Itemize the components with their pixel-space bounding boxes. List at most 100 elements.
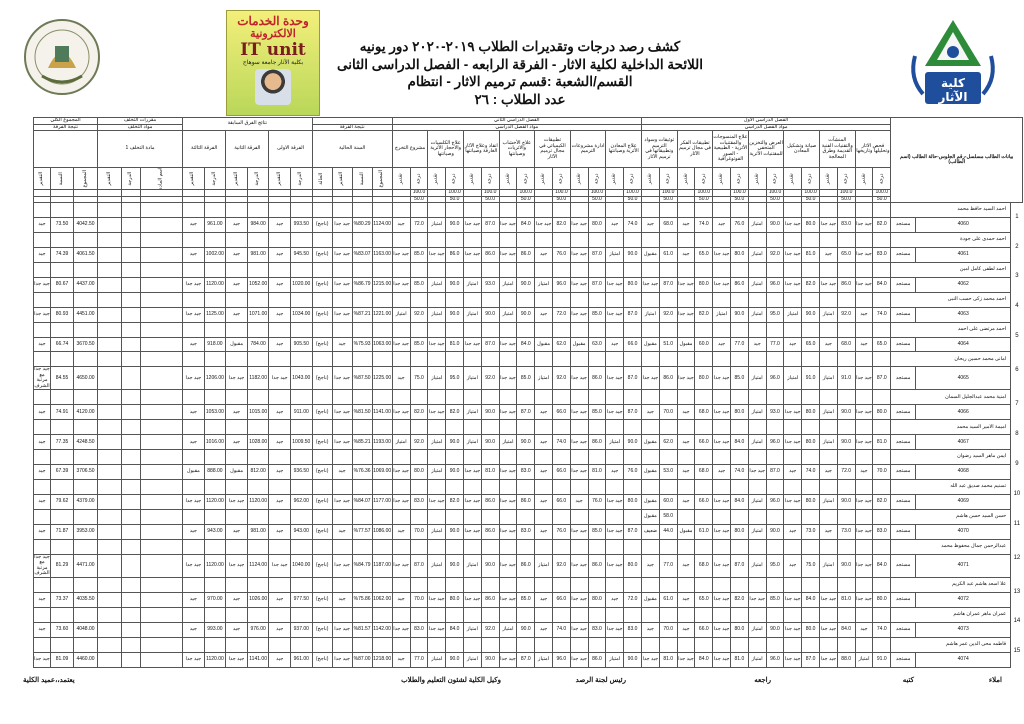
empty-cell xyxy=(694,449,714,466)
empty-cell xyxy=(783,351,803,368)
empty-cell xyxy=(818,636,838,653)
subject-grade-cell: جيد جدا xyxy=(783,651,803,668)
empty-cell xyxy=(182,606,205,623)
subject-score-cell: 74.0 xyxy=(694,217,714,233)
empty-cell xyxy=(729,389,749,406)
empty-cell xyxy=(73,479,99,496)
subject-grade-cell: جيد جدا xyxy=(391,621,411,638)
previous-year-grade-cell: جيد جدا xyxy=(225,494,248,511)
empty-cell xyxy=(854,479,874,496)
empty-cell xyxy=(371,449,393,466)
student-status: مستجد xyxy=(890,434,917,451)
subject-score-cell: 87.0 xyxy=(658,276,678,293)
it-unit-logo-name: IT unit xyxy=(240,40,306,60)
subject-score-cell: 62.0 xyxy=(658,434,678,451)
subject-score-cell: 85.0 xyxy=(409,276,429,293)
subject-grade-cell: جيد xyxy=(640,217,660,233)
subject-grade-cell: جيد جدا xyxy=(605,524,625,540)
subject-score-cell: 70.0 xyxy=(872,464,892,481)
subject-score-cell: 66.0 xyxy=(623,336,642,353)
subject-grade-cell: جيد xyxy=(534,494,553,511)
empty-cell xyxy=(331,291,353,308)
empty-cell xyxy=(516,479,536,496)
max-score-cell: 100.0 xyxy=(836,189,856,197)
empty-cell xyxy=(225,538,248,555)
previous-year-grade-cell: جيد جدا xyxy=(182,306,205,323)
result-column-label: النسبة xyxy=(351,167,373,190)
previous-year-score-cell: 943.00 xyxy=(203,524,227,540)
document-title: كشف رصد درجات وتقديرات الطلاب ٢٠١٩-٢٠٢٠ … xyxy=(330,38,710,108)
subject-grade-cell: جيد جدا xyxy=(818,276,838,293)
year-status-cell: (ناجح) xyxy=(311,246,333,263)
subject-grade-cell: جيد جدا xyxy=(391,494,411,511)
empty-cell xyxy=(747,261,767,278)
subject-score-cell: 96.0 xyxy=(765,276,785,293)
subject-grade-cell: جيد جدا xyxy=(498,651,518,668)
seat-number: 4064 xyxy=(915,336,1012,353)
subject-score-cell: 80.0 xyxy=(729,404,749,421)
subject-header: العرض والتخزين المتحفي للمقتنيات الأثرية xyxy=(747,130,785,168)
empty-cell xyxy=(462,479,482,496)
empty-cell xyxy=(534,606,553,623)
subject-grade-cell: امتياز xyxy=(462,621,482,638)
failed-course-name-cell xyxy=(140,217,184,233)
empty-cell xyxy=(694,576,714,593)
seat-number: 4066 xyxy=(915,404,1012,421)
empty-cell xyxy=(268,389,292,406)
result-column-label: الحالة xyxy=(311,167,333,190)
score-column-label: درجة xyxy=(623,167,642,190)
empty-cell xyxy=(225,509,248,526)
subject-grade-cell: جيد جدا xyxy=(818,591,838,608)
subject-score-cell: 86.0 xyxy=(587,651,607,668)
current-year-header: السنة الحالية xyxy=(311,130,393,168)
student-name: امنية محمد عبدالجليل السمان xyxy=(890,389,1012,406)
subject-score-cell: 81.0 xyxy=(587,464,607,481)
empty-cell xyxy=(391,538,411,555)
empty-cell xyxy=(765,509,785,526)
empty-cell xyxy=(498,202,518,218)
year-status-cell: (ناجح) xyxy=(311,404,333,421)
empty-cell xyxy=(351,389,373,406)
previous-year-score-cell: 993.50 xyxy=(290,217,313,233)
subject-score-cell: 72.0 xyxy=(409,217,429,233)
subject-grade-cell: مقبول xyxy=(569,336,589,353)
subject-grade-cell: جيد جدا xyxy=(391,246,411,263)
empty-cell xyxy=(427,202,447,218)
row-number: 4 xyxy=(1010,292,1023,323)
empty-cell xyxy=(331,261,353,278)
empty-cell xyxy=(783,231,803,248)
overall-total-cell: 3706.50 xyxy=(73,464,99,481)
empty-cell xyxy=(427,636,447,653)
empty-cell xyxy=(462,321,482,338)
empty-cell xyxy=(747,449,767,466)
empty-cell xyxy=(605,231,625,248)
subject-score-cell: 80.0 xyxy=(694,276,714,293)
subject-grade-cell: امتياز xyxy=(534,553,553,578)
subject-score-cell: 81.0 xyxy=(836,591,856,608)
empty-cell xyxy=(391,576,411,593)
overall-grade-cell: جيد xyxy=(32,494,52,511)
empty-cell xyxy=(658,231,678,248)
seat-number: 4068 xyxy=(915,464,1012,481)
max-score-cell: 100.0 xyxy=(445,189,464,197)
seat-number: 4072 xyxy=(915,591,1012,608)
failed-course-score-cell xyxy=(121,246,142,263)
previous-year-score-cell: 977.50 xyxy=(290,591,313,608)
subject-grade-cell: جيد جدا xyxy=(569,651,589,668)
subject-score-cell: 68.0 xyxy=(694,404,714,421)
empty-cell xyxy=(818,538,838,555)
empty-cell xyxy=(331,636,353,653)
subject-score-cell: 80.0 xyxy=(801,621,820,638)
empty-cell xyxy=(854,351,874,368)
empty-cell xyxy=(225,202,248,218)
subject-score-cell: 90.0 xyxy=(516,276,536,293)
empty-cell xyxy=(32,261,52,278)
failed-course-grade-cell xyxy=(97,404,123,421)
subject-score-cell: 90.0 xyxy=(623,651,642,668)
empty-cell xyxy=(551,231,571,248)
subject-score-cell: 83.0 xyxy=(587,621,607,638)
empty-cell xyxy=(658,321,678,338)
empty-cell xyxy=(587,261,607,278)
empty-cell xyxy=(50,291,75,308)
empty-cell xyxy=(676,419,696,436)
